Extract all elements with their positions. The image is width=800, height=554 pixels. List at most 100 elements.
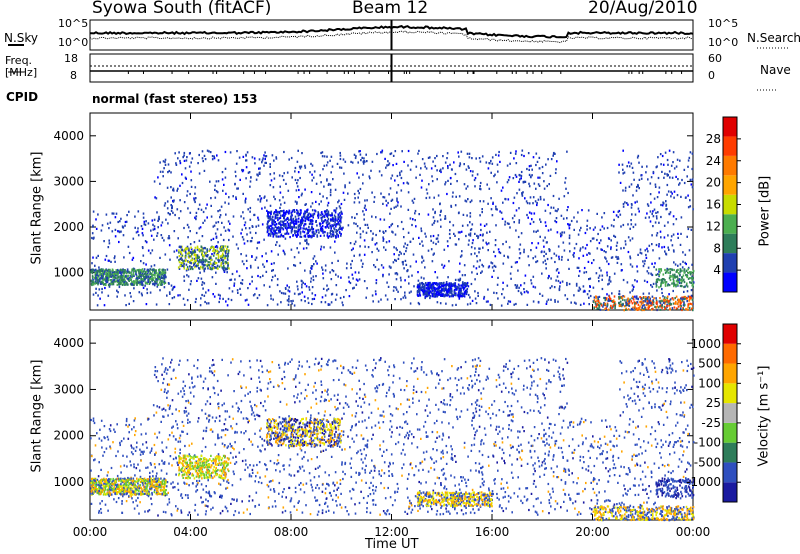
echo-cell [224,229,227,232]
echo-cell [681,269,683,272]
echo-cell [321,211,323,214]
echo-cell [520,170,523,174]
echo-cell [170,209,173,212]
echo-cell [686,290,689,293]
echo-cell [303,224,305,227]
echo-cell [146,270,148,273]
echo-cell [671,192,673,195]
echo-cell [456,285,459,289]
echo-cell [679,182,681,185]
echo-cell [469,221,471,224]
echo-cell [297,214,300,217]
echo-cell [320,301,323,304]
echo-cell [352,277,354,280]
echo-cell [172,187,175,190]
echo-cell [285,224,287,228]
echo-cell [215,262,218,265]
echo-cell [606,271,608,274]
echo-cell [638,161,640,164]
echo-cell [468,152,471,155]
echo-cell [279,290,281,293]
echo-cell [303,235,306,238]
echo-cell [294,170,296,173]
echo-cell [189,283,192,286]
echo-cell [144,284,146,287]
echo-cell [471,242,474,245]
echo-cell [530,176,532,179]
echo-cell [288,290,291,293]
echo-cell [558,366,561,369]
echo-cell [668,433,671,437]
echo-cell [273,262,275,265]
echo-cell [444,215,447,218]
echo-cell [567,206,569,209]
echo-cell [257,216,259,219]
echo-cell [334,209,337,212]
echo-cell [666,416,669,419]
echo-cell [686,285,689,288]
echo-cell [98,270,101,274]
echo-cell [667,234,669,237]
echo-cell [586,243,588,247]
echo-cell [313,234,315,237]
echo-cell [300,235,303,238]
echo-cell [545,252,547,255]
echo-cell [470,282,473,286]
echo-cell [458,155,460,158]
echo-cell [138,280,141,283]
echo-cell [421,255,423,258]
echo-cell [392,154,395,157]
echo-cell [654,221,657,224]
echo-cell [384,157,386,160]
echo-cell [666,303,668,306]
echo-cell [310,191,313,194]
echo-cell [492,201,494,204]
echo-cell [157,226,159,229]
echo-cell [404,436,406,439]
echo-cell [600,248,602,251]
echo-cell [269,204,272,207]
echo-cell [195,197,197,200]
echo-cell [255,287,258,290]
echo-cell [672,215,675,218]
echo-cell [460,254,463,257]
echo-cell [103,273,105,276]
echo-cell [434,211,436,215]
echo-cell [513,196,516,199]
echo-cell [430,235,432,238]
echo-cell [450,289,453,292]
echo-cell [487,300,489,303]
echo-cell [523,282,526,285]
echo-cell [613,234,615,237]
echo-cell [181,248,183,251]
echo-cell [236,270,238,273]
echo-cell [93,236,95,239]
echo-cell [308,222,311,225]
echo-cell [352,247,354,250]
echo-cell [202,247,205,250]
echo-cell [624,186,627,189]
echo-cell [373,264,375,267]
echo-cell [198,256,200,259]
echo-cell [101,271,104,274]
echo-cell [433,219,436,223]
echo-cell [389,187,392,190]
echo-cell [202,437,204,440]
echo-cell [461,283,464,286]
echo-cell [189,265,191,268]
echo-cell [175,420,177,423]
echo-cell [487,167,490,170]
echo-cell [330,235,333,238]
echo-cell [686,275,689,279]
echo-cell [315,200,317,203]
echo-cell [679,263,682,266]
echo-cell [576,266,579,269]
echo-cell [651,243,653,246]
echo-cell [588,252,590,255]
echo-cell [267,217,270,220]
echo-cell [538,167,541,170]
echo-cell [680,216,683,219]
echo-cell [445,292,448,295]
echo-cell [460,230,463,233]
echo-cell [311,234,313,237]
